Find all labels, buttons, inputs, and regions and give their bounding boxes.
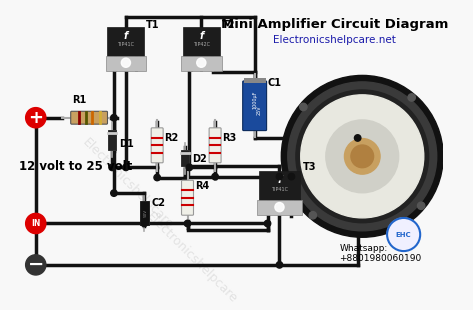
Circle shape (408, 94, 415, 101)
Circle shape (281, 75, 443, 237)
Circle shape (301, 95, 424, 218)
Text: Electronicshelpcare: Electronicshelpcare (80, 136, 176, 232)
Circle shape (275, 202, 284, 212)
Text: 1000µF: 1000µF (252, 91, 257, 109)
Text: f: f (277, 175, 281, 185)
Text: T1: T1 (146, 20, 159, 29)
Text: TIP41C: TIP41C (271, 187, 288, 192)
Circle shape (288, 82, 437, 231)
Text: T2: T2 (221, 20, 235, 29)
Text: R4: R4 (195, 180, 209, 191)
Text: 50V: 50V (144, 209, 148, 217)
Circle shape (186, 164, 193, 171)
Circle shape (351, 145, 374, 168)
Text: R1: R1 (72, 95, 87, 105)
Text: TIP41C: TIP41C (117, 42, 134, 47)
Text: f: f (124, 31, 128, 41)
Text: T3: T3 (302, 162, 316, 172)
FancyBboxPatch shape (183, 27, 219, 56)
FancyBboxPatch shape (70, 111, 107, 124)
Circle shape (123, 164, 129, 171)
Text: Whatsapp:
+8801980060190: Whatsapp: +8801980060190 (339, 244, 421, 263)
Circle shape (141, 220, 148, 227)
Circle shape (354, 135, 361, 141)
Circle shape (276, 262, 283, 268)
Circle shape (109, 164, 115, 171)
Text: 25V: 25V (257, 105, 262, 115)
Circle shape (387, 218, 420, 251)
Circle shape (26, 213, 46, 234)
Circle shape (326, 120, 399, 193)
Text: f: f (199, 31, 203, 41)
Circle shape (212, 173, 219, 180)
Circle shape (121, 58, 131, 67)
Circle shape (111, 190, 117, 196)
Circle shape (184, 220, 191, 227)
Text: Mini Amplifier Circuit Diagram: Mini Amplifier Circuit Diagram (221, 18, 448, 31)
Text: −: − (27, 255, 44, 274)
Text: D1: D1 (120, 139, 134, 149)
Circle shape (300, 103, 307, 111)
Text: C1: C1 (268, 78, 281, 87)
Circle shape (264, 220, 271, 227)
FancyBboxPatch shape (181, 56, 221, 71)
FancyBboxPatch shape (105, 56, 146, 71)
FancyBboxPatch shape (259, 171, 300, 200)
Circle shape (344, 139, 380, 174)
Circle shape (288, 173, 295, 180)
Text: R3: R3 (222, 133, 236, 143)
Text: R2: R2 (165, 133, 179, 143)
Text: EHC: EHC (396, 232, 412, 237)
Text: Electronicshelpcare.net: Electronicshelpcare.net (273, 35, 396, 45)
Text: +: + (28, 109, 43, 127)
FancyBboxPatch shape (181, 150, 189, 166)
Text: TIP42C: TIP42C (193, 42, 210, 47)
Circle shape (418, 202, 425, 210)
FancyBboxPatch shape (244, 78, 266, 83)
Circle shape (154, 174, 160, 181)
FancyBboxPatch shape (182, 180, 193, 215)
FancyBboxPatch shape (108, 130, 116, 150)
Circle shape (26, 108, 46, 128)
Text: D2: D2 (192, 154, 207, 164)
FancyBboxPatch shape (151, 128, 163, 163)
Text: Electronicshelpcare: Electronicshelpcare (144, 210, 240, 306)
FancyBboxPatch shape (107, 27, 144, 56)
Circle shape (309, 211, 316, 219)
FancyBboxPatch shape (209, 128, 221, 163)
Circle shape (296, 90, 429, 223)
Circle shape (26, 255, 46, 275)
Circle shape (111, 114, 117, 121)
Text: 12 volt to 25 volt: 12 volt to 25 volt (19, 160, 132, 173)
FancyBboxPatch shape (243, 81, 267, 131)
FancyBboxPatch shape (257, 200, 302, 215)
Circle shape (276, 173, 283, 180)
Circle shape (197, 58, 206, 67)
FancyBboxPatch shape (140, 202, 149, 225)
Text: C2: C2 (152, 198, 166, 208)
Text: IN: IN (31, 219, 41, 228)
